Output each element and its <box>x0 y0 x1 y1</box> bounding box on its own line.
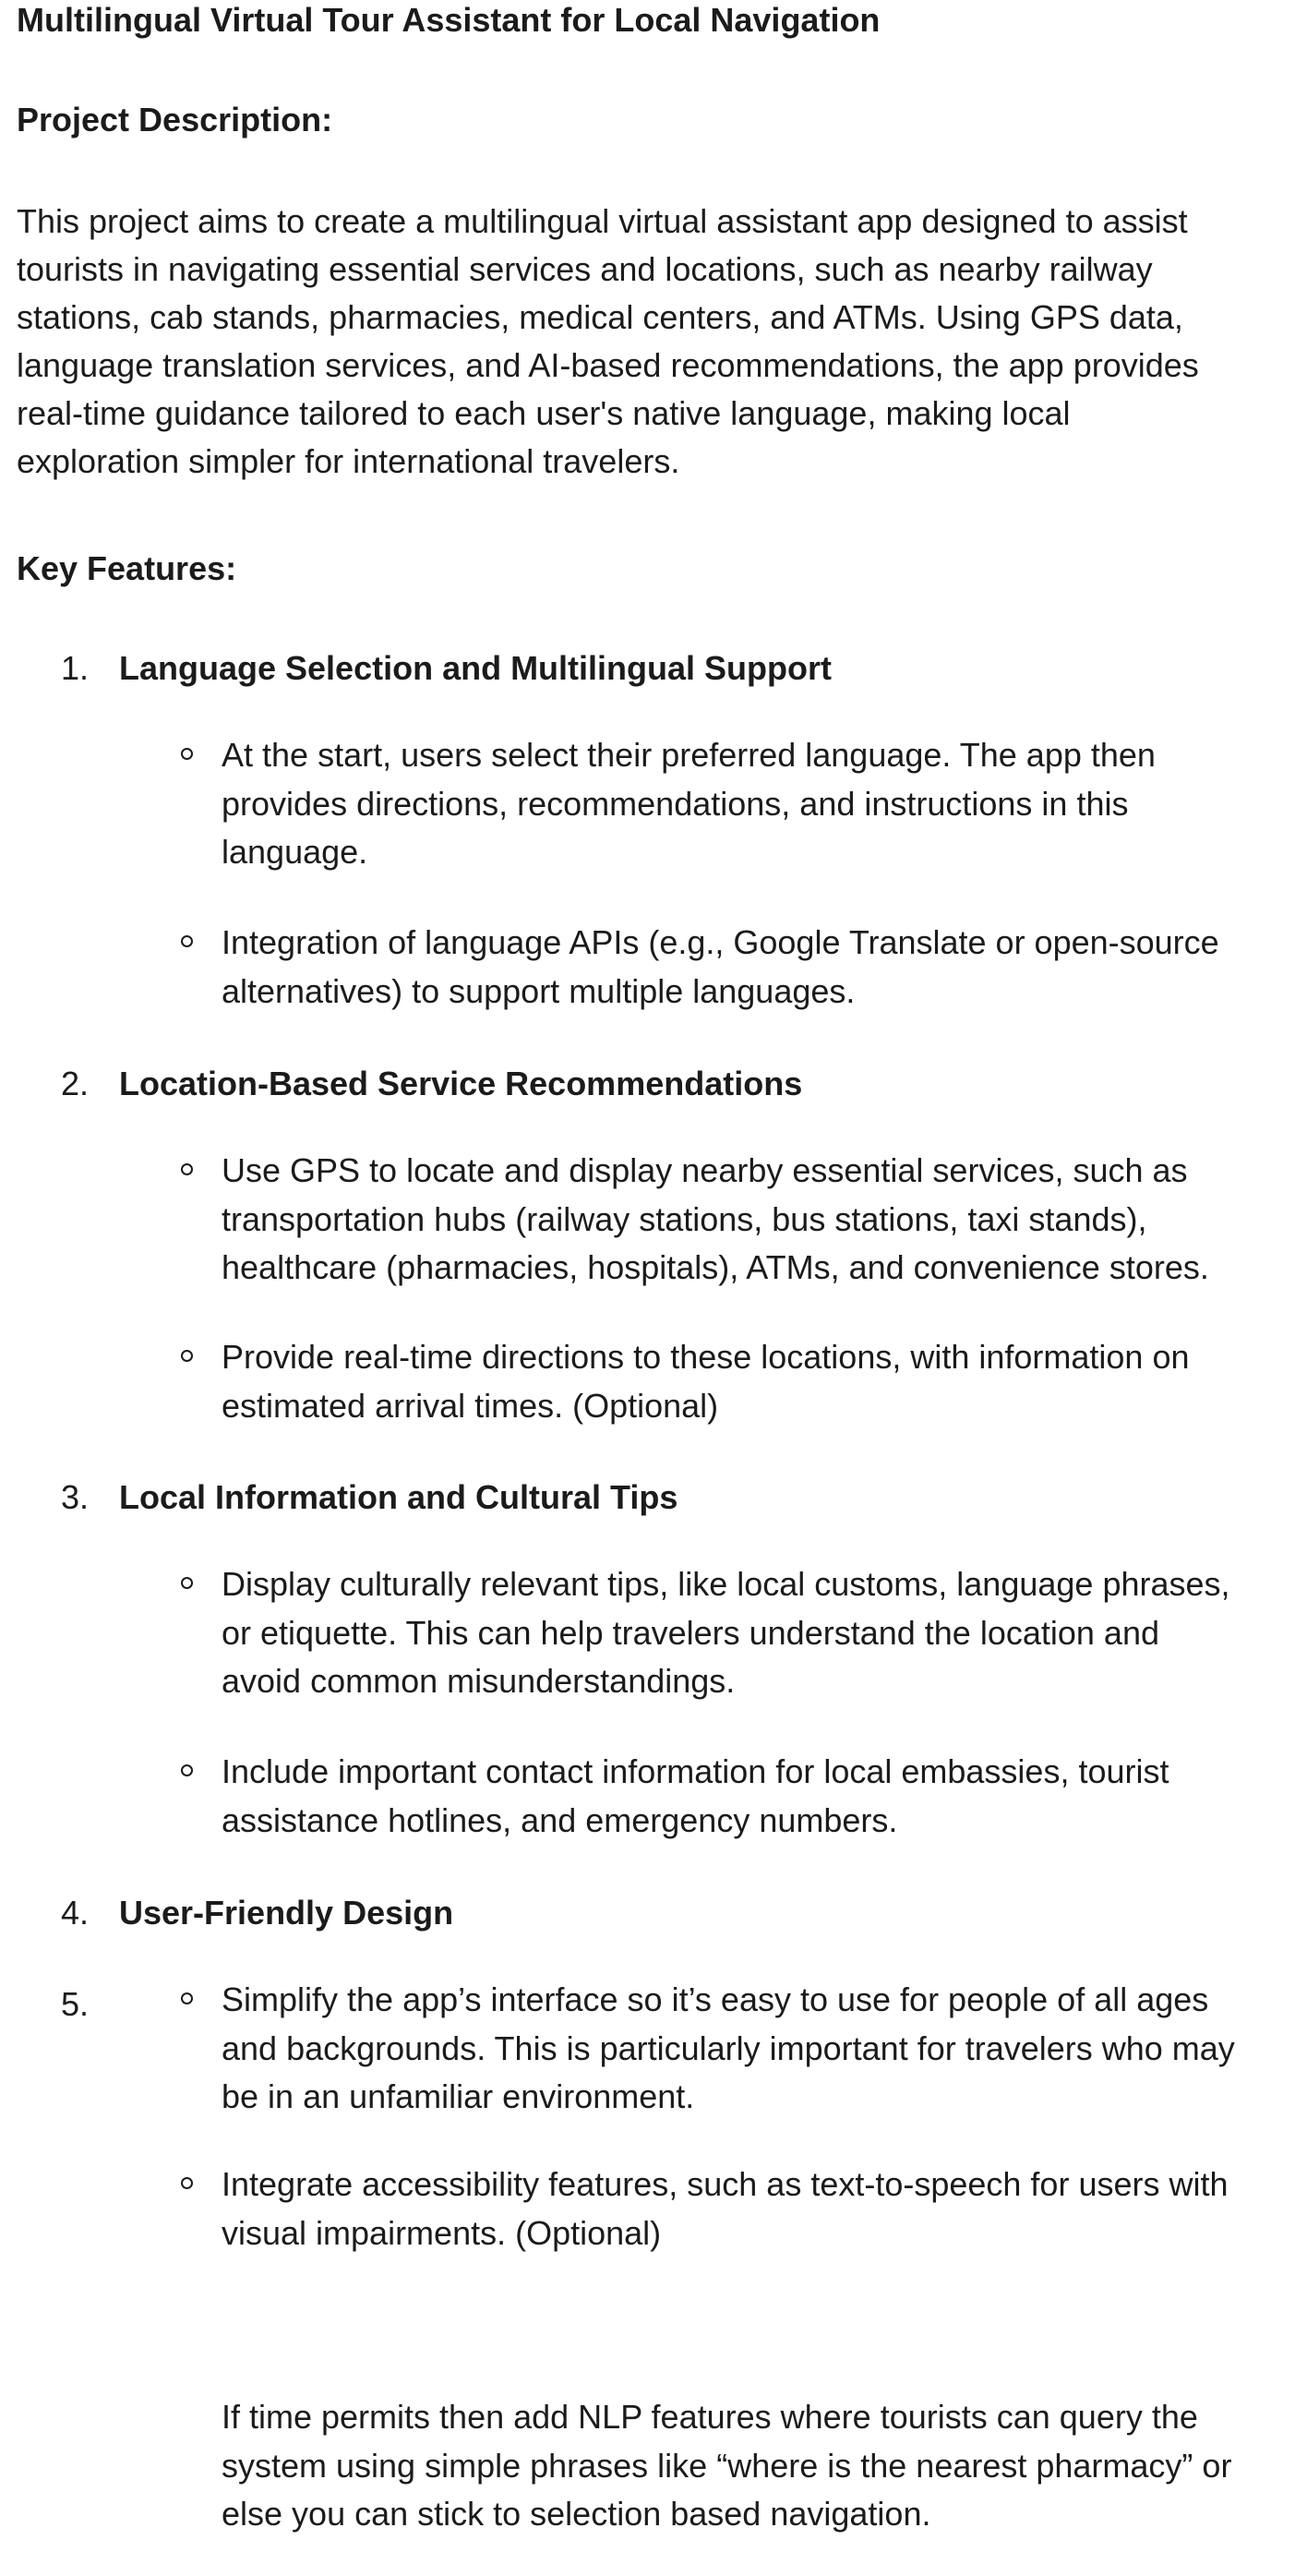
description-line: This project aims to create a multilingu… <box>17 202 1188 240</box>
feature-3-bullet-2: Include important contact information fo… <box>222 1748 1301 1845</box>
feature-4-title: User-Friendly Design <box>119 1894 454 1932</box>
bullet-line: provides directions, recommendations, an… <box>222 784 1129 823</box>
bullet-line: be in an unfamiliar environment. <box>222 2077 695 2115</box>
project-description-heading: Project Description: <box>17 101 333 138</box>
bullet-line: healthcare (pharmacies, hospitals), ATMs… <box>222 1248 1209 1286</box>
feature-2-title: Location-Based Service Recommendations <box>119 1065 803 1102</box>
bullet-line: and backgrounds. This is particularly im… <box>222 2028 1235 2067</box>
bullet-line: Use GPS to locate and display nearby ess… <box>222 1151 1188 1189</box>
hollow-circle-bullet-icon <box>181 1577 193 1589</box>
bullet-line: or etiquette. This can help travelers un… <box>222 1613 1159 1652</box>
feature-3-number: 3. <box>61 1478 90 1516</box>
bullet-line: assistance hotlines, and emergency numbe… <box>222 1800 898 1839</box>
bullet-line: language. <box>222 833 368 871</box>
bullet-line: Simplify the app’s interface so it’s eas… <box>222 1980 1209 2018</box>
bullet-line: Integrate accessibility features, such a… <box>222 2165 1229 2203</box>
hollow-circle-bullet-icon <box>181 1350 193 1362</box>
hollow-circle-bullet-icon <box>181 1992 193 2004</box>
project-description-paragraph: This project aims to create a multilingu… <box>17 198 1300 486</box>
hollow-circle-bullet-icon <box>181 2177 193 2189</box>
closing-note-paragraph: If time permits then add NLP features wh… <box>222 2393 1301 2539</box>
feature-1-bullet-1: At the start, users select their preferr… <box>222 731 1301 877</box>
description-line: real-time guidance tailored to each user… <box>17 394 1071 432</box>
bullet-line: At the start, users select their preferr… <box>222 736 1156 774</box>
feature-2-bullet-2: Provide real-time directions to these lo… <box>222 1333 1301 1430</box>
feature-4-number: 4. <box>61 1894 90 1932</box>
bullet-line: avoid common misunderstandings. <box>222 1662 736 1700</box>
bullet-line: Display culturally relevant tips, like l… <box>222 1565 1230 1603</box>
bullet-line: visual impairments. (Optional) <box>222 2213 662 2252</box>
feature-5-bullet-1: Simplify the app’s interface so it’s eas… <box>222 1976 1301 2122</box>
description-line: stations, cab stands, pharmacies, medica… <box>17 298 1183 336</box>
feature-2-number: 2. <box>61 1065 90 1102</box>
hollow-circle-bullet-icon <box>181 935 193 947</box>
description-line: exploration simpler for international tr… <box>17 442 680 480</box>
bullet-line: Include important contact information fo… <box>222 1752 1169 1790</box>
feature-5-number: 5. <box>61 1985 90 2023</box>
hollow-circle-bullet-icon <box>181 1163 193 1175</box>
feature-5-bullet-2: Integrate accessibility features, such a… <box>222 2161 1301 2257</box>
bullet-line: Integration of language APIs (e.g., Goog… <box>222 923 1219 961</box>
document-title: Multilingual Virtual Tour Assistant for … <box>17 1 881 39</box>
feature-1-title: Language Selection and Multilingual Supp… <box>119 649 833 687</box>
note-line: system using simple phrases like “where … <box>222 2446 1232 2485</box>
description-line: tourists in navigating essential service… <box>17 250 1153 288</box>
note-line: If time permits then add NLP features wh… <box>222 2398 1198 2436</box>
feature-1-number: 1. <box>61 649 90 687</box>
hollow-circle-bullet-icon <box>181 748 193 760</box>
feature-3-title: Local Information and Cultural Tips <box>119 1478 678 1516</box>
feature-3-bullet-1: Display culturally relevant tips, like l… <box>222 1560 1301 1706</box>
key-features-heading: Key Features: <box>17 549 237 587</box>
bullet-line: Provide real-time directions to these lo… <box>222 1338 1190 1376</box>
bullet-line: alternatives) to support multiple langua… <box>222 971 856 1010</box>
description-line: language translation services, and AI-ba… <box>17 346 1199 384</box>
feature-2-bullet-1: Use GPS to locate and display nearby ess… <box>222 1147 1301 1293</box>
hollow-circle-bullet-icon <box>181 1764 193 1776</box>
bullet-line: transportation hubs (railway stations, b… <box>222 1199 1147 1238</box>
bullet-line: estimated arrival times. (Optional) <box>222 1386 719 1425</box>
note-line: else you can stick to selection based na… <box>222 2495 931 2533</box>
feature-1-bullet-2: Integration of language APIs (e.g., Goog… <box>222 919 1301 1016</box>
